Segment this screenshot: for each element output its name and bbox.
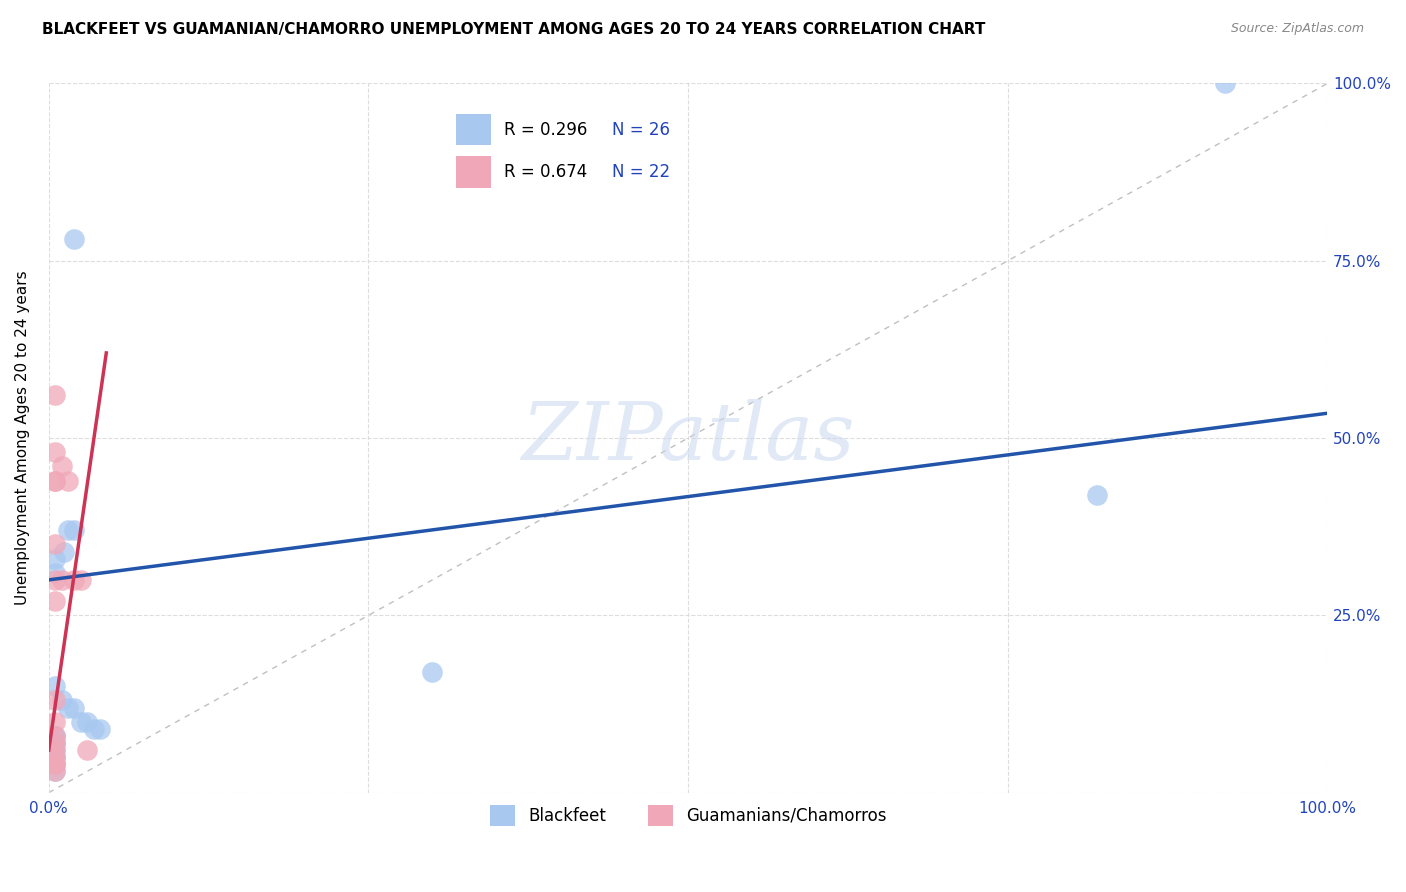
Point <box>44 729 66 743</box>
Point <box>44 757 66 772</box>
Legend: Blackfeet, Guamanians/Chamorros: Blackfeet, Guamanians/Chamorros <box>481 797 894 834</box>
Point <box>63 232 86 246</box>
Point <box>44 714 66 729</box>
Point <box>44 743 66 757</box>
Point <box>422 665 444 679</box>
Point <box>44 679 66 693</box>
Point <box>51 693 73 707</box>
Point <box>69 714 91 729</box>
Point <box>44 757 66 772</box>
Point <box>44 551 66 566</box>
Point <box>44 736 66 750</box>
Text: ZIPatlas: ZIPatlas <box>522 400 855 477</box>
Point <box>44 594 66 608</box>
Point <box>63 523 86 537</box>
Point <box>44 750 66 764</box>
Point <box>44 729 66 743</box>
Point <box>44 445 66 459</box>
Point <box>44 573 66 587</box>
Point <box>44 388 66 402</box>
Y-axis label: Unemployment Among Ages 20 to 24 years: Unemployment Among Ages 20 to 24 years <box>15 271 30 606</box>
Point <box>51 459 73 474</box>
Point <box>89 722 111 736</box>
Point <box>44 750 66 764</box>
Point <box>44 750 66 764</box>
Point <box>44 764 66 779</box>
Point <box>44 537 66 551</box>
Point <box>53 544 76 558</box>
Point <box>76 743 98 757</box>
Point <box>56 474 79 488</box>
Point <box>44 474 66 488</box>
Point <box>56 523 79 537</box>
Text: BLACKFEET VS GUAMANIAN/CHAMORRO UNEMPLOYMENT AMONG AGES 20 TO 24 YEARS CORRELATI: BLACKFEET VS GUAMANIAN/CHAMORRO UNEMPLOY… <box>42 22 986 37</box>
Point <box>44 566 66 580</box>
Point <box>44 757 66 772</box>
Point <box>44 736 66 750</box>
Point <box>83 722 105 736</box>
Point <box>44 474 66 488</box>
Point <box>44 764 66 779</box>
Point <box>44 736 66 750</box>
Point <box>63 573 86 587</box>
Point <box>76 714 98 729</box>
Point <box>51 573 73 587</box>
Point <box>44 729 66 743</box>
Point <box>44 743 66 757</box>
Point <box>44 693 66 707</box>
Text: Source: ZipAtlas.com: Source: ZipAtlas.com <box>1230 22 1364 36</box>
Point <box>56 700 79 714</box>
Point <box>1213 77 1236 91</box>
Point <box>63 700 86 714</box>
Point <box>69 573 91 587</box>
Point <box>1085 488 1108 502</box>
